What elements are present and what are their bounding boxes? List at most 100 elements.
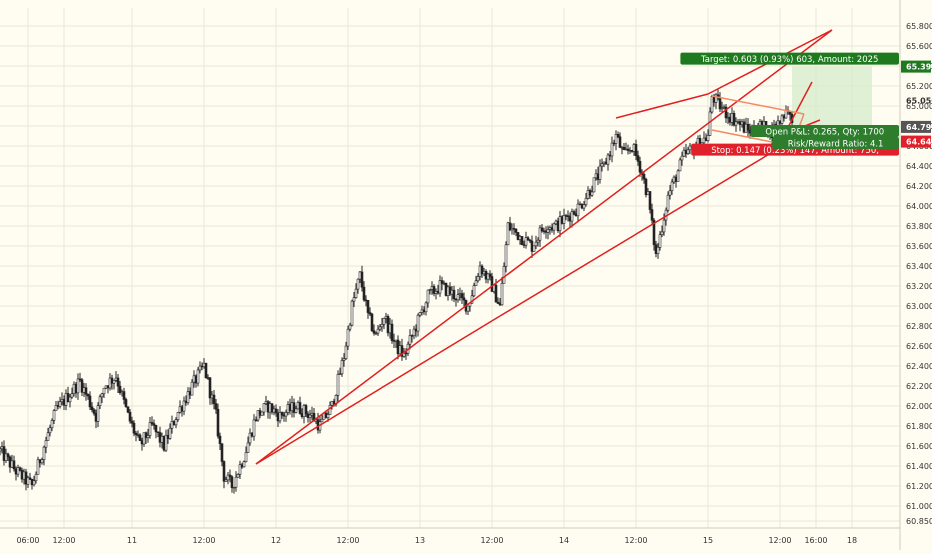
candle-body <box>658 234 662 248</box>
candle-body <box>146 435 150 439</box>
candle-body <box>238 464 242 475</box>
x-tick-label: 12:00 <box>52 536 75 545</box>
candle-body <box>344 345 348 360</box>
candle-body <box>172 421 176 426</box>
x-tick-label: 12:00 <box>768 536 791 545</box>
candle-body <box>190 381 194 396</box>
candle-body <box>642 173 646 180</box>
candle-body <box>488 273 492 277</box>
candle-body <box>440 280 444 284</box>
candle-body <box>62 399 66 406</box>
candle-body <box>378 326 382 330</box>
candle-body <box>668 190 672 196</box>
candle-body <box>616 134 620 138</box>
trendline[interactable] <box>615 93 709 119</box>
y-tick-label: 65.800 <box>906 22 932 31</box>
candle-body <box>240 464 244 468</box>
candle-body <box>176 412 180 420</box>
y-tick-label: 63.400 <box>906 262 932 271</box>
candle-body <box>184 400 188 403</box>
y-tick-label: 62.200 <box>906 382 932 391</box>
candle-body <box>570 211 574 222</box>
candle-body <box>76 378 80 394</box>
candle-body <box>566 215 570 217</box>
candle-body <box>346 328 350 347</box>
candle-body <box>196 369 200 384</box>
candle-body <box>98 396 102 406</box>
y-tick-label: 61.000 <box>906 502 932 511</box>
candle-body <box>496 301 500 304</box>
candle-body <box>134 432 138 436</box>
candle-body <box>508 222 512 231</box>
candle-body <box>46 432 50 441</box>
candle-body <box>650 209 654 221</box>
position-labels: Target: 0.603 (0.93%) 603, Amount: 2025 S… <box>680 52 899 156</box>
candle-body <box>532 245 536 252</box>
candle-body <box>600 163 604 167</box>
candle-body <box>734 121 738 126</box>
candle-body <box>242 461 246 468</box>
y-tick-label: 64.000 <box>906 202 932 211</box>
candle-body <box>670 181 674 192</box>
y-tick-label: 62.800 <box>906 322 932 331</box>
trendline[interactable] <box>711 95 805 115</box>
candle-body <box>304 405 308 415</box>
candle-body <box>490 276 494 292</box>
candle-body <box>262 403 266 413</box>
candle-body <box>254 419 258 422</box>
candle-body <box>192 375 196 383</box>
x-tick-label: 11 <box>127 536 137 545</box>
candle-body <box>428 289 432 291</box>
candle-body <box>374 332 378 335</box>
candle-body <box>676 170 680 182</box>
candle-body <box>480 265 484 275</box>
candle-body <box>638 160 642 173</box>
candles <box>0 88 794 494</box>
stop-label-text: Stop: 0.147 (0.23%) 147, Amount: 750, <box>711 146 879 156</box>
candle-body <box>72 383 76 394</box>
trendline[interactable] <box>499 149 777 317</box>
target-zone[interactable] <box>792 66 872 127</box>
candle-body <box>656 247 660 254</box>
candle-body <box>260 411 264 416</box>
candle-body <box>432 286 436 294</box>
candle-body <box>320 418 324 423</box>
candle-body <box>338 373 342 375</box>
candle-body <box>28 477 32 480</box>
candle-body <box>148 422 152 436</box>
candle-body <box>220 443 224 462</box>
candle-body <box>504 244 508 267</box>
candle-body <box>718 96 722 110</box>
candle-body <box>34 474 38 482</box>
trendline[interactable] <box>255 315 501 465</box>
candle-body <box>204 362 208 378</box>
candle-body <box>138 434 142 441</box>
candle-body <box>152 423 156 426</box>
candle-body <box>112 379 116 384</box>
y-tick-label: 63.000 <box>906 302 932 311</box>
candle-body <box>250 432 254 437</box>
candle-body <box>44 440 48 448</box>
candle-body <box>524 237 528 246</box>
candle-body <box>366 300 370 313</box>
candle-body <box>336 374 340 396</box>
candle-body <box>94 413 98 422</box>
candle-body <box>118 385 122 394</box>
candle-body <box>520 236 524 245</box>
candle-body <box>166 434 170 439</box>
candle-body <box>680 155 684 161</box>
target-label-bg <box>680 52 899 65</box>
candle-body <box>142 432 146 445</box>
candle-body <box>198 365 202 371</box>
candle-body <box>4 453 8 461</box>
candle-body <box>180 406 184 412</box>
x-tick-label: 06:00 <box>16 536 39 545</box>
trendline[interactable] <box>255 29 833 465</box>
candle-body <box>208 377 212 399</box>
candle-body <box>408 335 412 345</box>
candle-body <box>162 436 166 451</box>
candle-body <box>476 276 480 282</box>
